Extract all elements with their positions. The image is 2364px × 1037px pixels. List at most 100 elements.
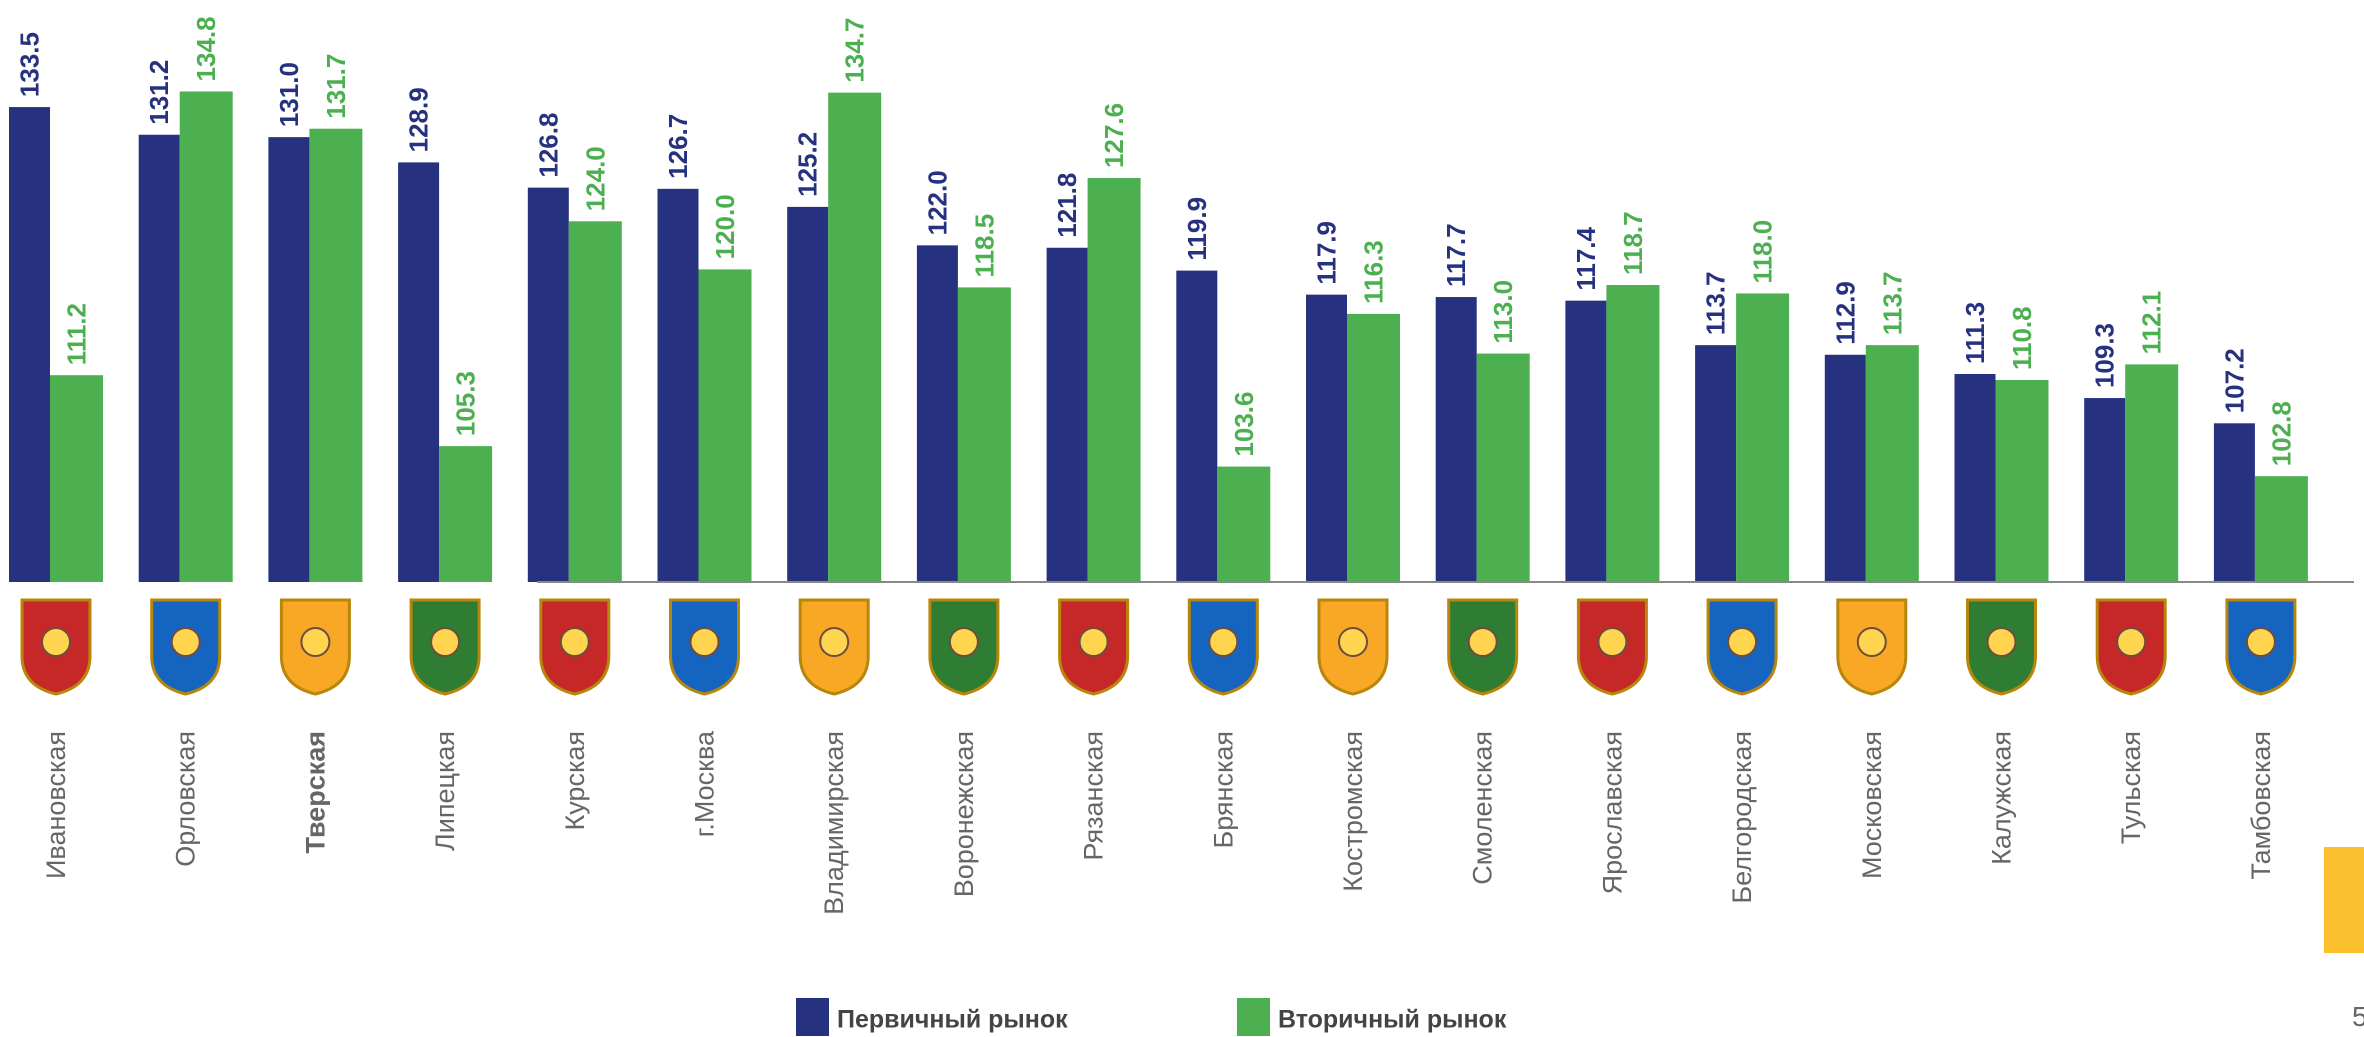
emblem bbox=[2225, 598, 2297, 696]
x-tick-label: Орловская bbox=[171, 731, 201, 867]
emblem-figure bbox=[1856, 627, 1887, 657]
value-label: 133.5 bbox=[15, 32, 45, 97]
value-label: 127.6 bbox=[1099, 103, 1129, 168]
emblem-figure bbox=[1208, 627, 1239, 657]
emblem bbox=[1317, 598, 1389, 696]
bar bbox=[568, 221, 622, 583]
bar bbox=[1046, 247, 1088, 583]
emblem bbox=[1836, 598, 1908, 696]
emblem-figure bbox=[1597, 627, 1628, 657]
value-label: 118.0 bbox=[1748, 220, 1778, 284]
bar bbox=[1087, 178, 1141, 582]
emblem bbox=[1058, 598, 1130, 696]
legend-swatch bbox=[1237, 998, 1270, 1036]
x-tick-label: Смоленская bbox=[1468, 731, 1498, 885]
bar bbox=[2125, 364, 2179, 582]
value-label: 120.0 bbox=[710, 194, 740, 259]
bar bbox=[1435, 297, 1477, 582]
emblem-figure bbox=[300, 627, 331, 657]
value-label: 125.2 bbox=[793, 132, 823, 197]
bar bbox=[179, 91, 233, 582]
value-label: 131.0 bbox=[274, 62, 304, 127]
value-label: 119.9 bbox=[1182, 197, 1212, 261]
value-label: 111.3 bbox=[1960, 302, 1990, 364]
bar bbox=[9, 107, 50, 583]
value-label: 102.8 bbox=[2266, 401, 2296, 466]
emblem-figure bbox=[559, 627, 590, 657]
value-label: 134.8 bbox=[191, 16, 221, 81]
emblem bbox=[669, 598, 740, 696]
value-label: 117.7 bbox=[1441, 223, 1471, 287]
value-label: 131.7 bbox=[321, 54, 351, 119]
value-label: 113.7 bbox=[1701, 272, 1731, 336]
bar bbox=[1347, 313, 1400, 582]
legend-label: Первичный рынок bbox=[837, 1006, 1068, 1034]
x-tick-label: Брянская bbox=[1208, 731, 1238, 849]
bar bbox=[1865, 345, 1919, 582]
bar bbox=[2254, 476, 2308, 582]
value-label: 122.0 bbox=[922, 170, 952, 235]
value-label: 113.0 bbox=[1488, 280, 1518, 344]
bar bbox=[698, 269, 752, 582]
bar bbox=[1565, 300, 1607, 582]
emblem bbox=[150, 598, 222, 696]
emblem-figure bbox=[1338, 627, 1368, 657]
legend-label: Вторичный рынок bbox=[1278, 1006, 1507, 1034]
emblem-figure bbox=[430, 627, 461, 657]
bar bbox=[527, 187, 569, 582]
value-label: 118.5 bbox=[969, 214, 999, 278]
x-tick-label: Костромская bbox=[1338, 731, 1368, 892]
x-tick-label: Ивановская bbox=[41, 731, 71, 879]
emblem bbox=[1706, 598, 1778, 696]
value-label: 103.6 bbox=[1229, 391, 1259, 456]
emblem-figure bbox=[819, 627, 850, 657]
legend-swatch bbox=[796, 998, 829, 1036]
value-label: 112.9 bbox=[1830, 281, 1860, 345]
x-tick-label: Московская bbox=[1857, 731, 1887, 879]
x-tick-label: Белгородская bbox=[1727, 731, 1757, 904]
emblem bbox=[2095, 598, 2167, 696]
bar bbox=[138, 134, 180, 583]
value-label: 107.2 bbox=[2219, 348, 2249, 413]
emblem bbox=[279, 598, 351, 696]
value-label: 124.0 bbox=[580, 146, 610, 211]
value-label: 121.8 bbox=[1052, 173, 1082, 238]
bar bbox=[1176, 270, 1218, 582]
page-tab bbox=[2324, 847, 2364, 953]
bar bbox=[398, 162, 440, 582]
bar bbox=[916, 245, 958, 583]
value-label: 116.3 bbox=[1359, 240, 1389, 304]
x-tick-label: Рязанская bbox=[1079, 731, 1109, 861]
x-tick-label: Воронежская bbox=[949, 731, 979, 897]
x-tick-label: г.Москва bbox=[690, 730, 720, 837]
emblem bbox=[1966, 598, 2037, 696]
bar bbox=[1217, 466, 1271, 582]
value-label: 117.4 bbox=[1571, 226, 1601, 290]
emblem-figure bbox=[2245, 627, 2276, 657]
emblem bbox=[409, 598, 481, 696]
emblem bbox=[1187, 598, 1259, 696]
bar bbox=[268, 137, 310, 583]
emblem bbox=[539, 598, 611, 696]
emblem bbox=[20, 598, 92, 696]
bar bbox=[1736, 293, 1790, 582]
value-label: 131.2 bbox=[144, 60, 174, 125]
value-label: 126.8 bbox=[533, 113, 563, 178]
value-label: 126.7 bbox=[663, 114, 693, 179]
emblem bbox=[1576, 598, 1648, 696]
emblem-figure bbox=[1078, 627, 1109, 657]
value-label: 128.9 bbox=[404, 87, 434, 152]
value-label: 110.8 bbox=[2007, 306, 2037, 370]
bar bbox=[957, 287, 1011, 582]
emblem-figure bbox=[1727, 627, 1758, 657]
value-label: 117.9 bbox=[1312, 221, 1342, 285]
emblem-figure bbox=[170, 627, 201, 657]
bar bbox=[2084, 398, 2126, 582]
value-label: 111.2 bbox=[62, 303, 92, 365]
bar bbox=[1476, 353, 1530, 582]
bar bbox=[309, 128, 363, 582]
bar bbox=[787, 206, 829, 582]
x-tick-label: Тульская bbox=[2116, 731, 2146, 844]
bar bbox=[657, 188, 699, 582]
